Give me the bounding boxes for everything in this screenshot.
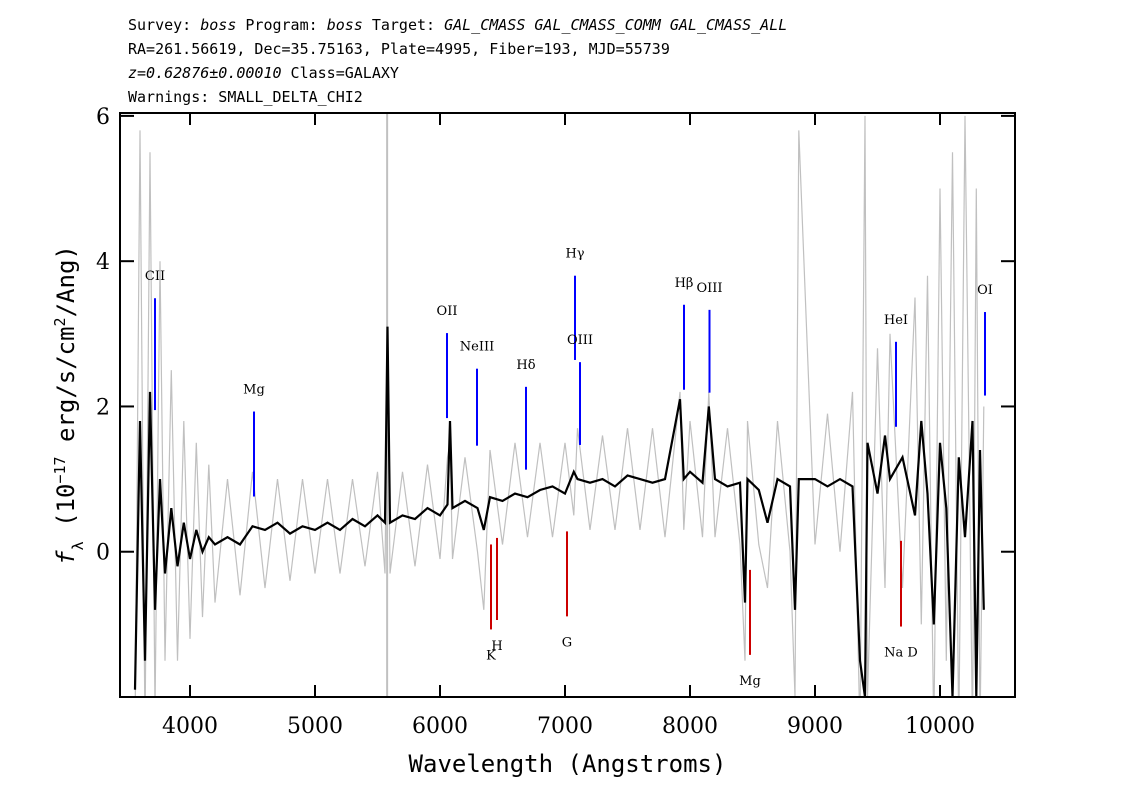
axes-frame: [119, 112, 1016, 698]
y-axis-label-part: erg/s/cm: [52, 326, 80, 456]
y-axis-label-part: 2: [51, 317, 69, 326]
line-label: Hδ: [516, 358, 535, 373]
header-text: boss: [200, 16, 236, 34]
header-line: z=0.62876±0.00010 Class=GALAXY: [128, 64, 399, 82]
header-text: GAL_CMASS GAL_CMASS_COMM GAL_CMASS_ALL: [444, 16, 787, 34]
y-axis-label-part: /Ang): [52, 245, 80, 317]
line-label: OII: [437, 304, 458, 319]
header-text: RA=261.56619, Dec=35.75163, Plate=4995, …: [128, 40, 670, 58]
x-tick-label: 9000: [787, 714, 843, 739]
line-label: Mg: [243, 383, 265, 398]
header-text: Warnings: SMALL_DELTA_CHI2: [128, 88, 363, 106]
line-label: NeIII: [460, 340, 494, 355]
line-label: HeI: [884, 313, 908, 328]
header-text: Program:: [236, 16, 326, 34]
header-line: Warnings: SMALL_DELTA_CHI2: [128, 88, 363, 106]
y-axis-label-part: f: [52, 550, 80, 565]
x-tick-label: 5000: [287, 714, 343, 739]
line-label: OIII: [696, 281, 722, 296]
header-text: Class=GALAXY: [282, 64, 399, 82]
x-tick-label: 8000: [662, 714, 718, 739]
line-label: Hγ: [565, 247, 584, 262]
x-axis-label: Wavelength (Angstroms): [409, 750, 727, 778]
spectrum-line: [134, 115, 985, 697]
line-label: CII: [145, 269, 165, 284]
header-line: Survey: boss Program: boss Target: GAL_C…: [128, 16, 787, 34]
line-label: G: [562, 635, 572, 650]
line-label: K: [486, 648, 496, 663]
spectrum-line: [133, 326, 985, 697]
line-label: OI: [977, 283, 993, 298]
header-line: RA=261.56619, Dec=35.75163, Plate=4995, …: [128, 40, 670, 58]
plot-area: [133, 113, 986, 697]
header-text: Survey:: [128, 16, 200, 34]
y-tick-label: 0: [96, 541, 110, 566]
x-tick-label: 10000: [905, 714, 975, 739]
x-tick-label: 6000: [412, 714, 468, 739]
x-tick-label: 7000: [537, 714, 593, 739]
x-tick-label: 4000: [162, 714, 218, 739]
y-axis-label-part: −17: [51, 456, 69, 483]
header-text: z=0.62876±0.00010: [128, 64, 282, 82]
y-axis-label: fλ (10−17 erg/s/cm2/Ang): [51, 245, 87, 565]
line-label: Hβ: [675, 276, 694, 291]
line-label: H: [491, 639, 502, 654]
header-text: Target:: [363, 16, 444, 34]
y-tick-label: 2: [96, 395, 110, 420]
line-label: Mg: [739, 674, 761, 689]
y-tick-label: 4: [96, 250, 110, 275]
line-label: OIII: [567, 333, 593, 348]
y-axis-label-part: (10: [52, 484, 80, 542]
y-tick-label: 6: [96, 105, 110, 130]
y-axis-label-part: λ: [69, 541, 87, 550]
header-text: boss: [327, 16, 363, 34]
line-label: Na D: [884, 646, 918, 661]
